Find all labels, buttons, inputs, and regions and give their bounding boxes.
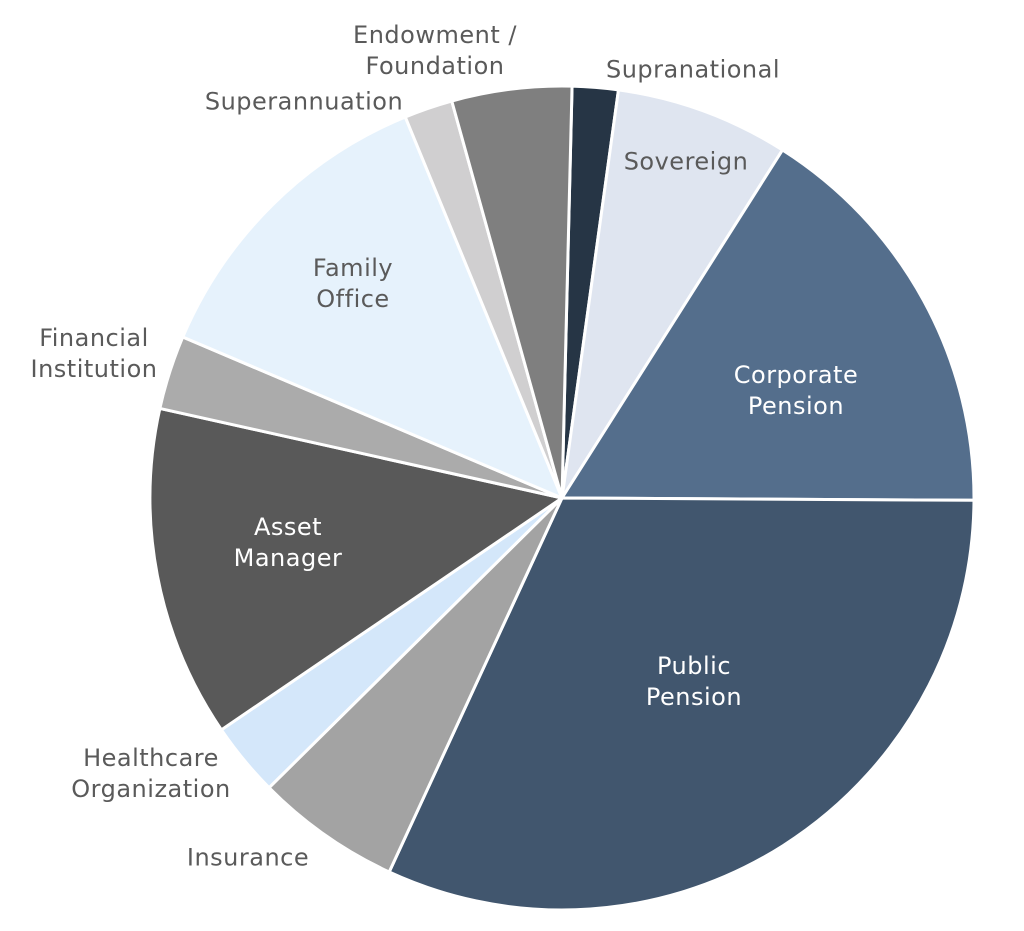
- pie-slice: [267, 496, 564, 874]
- slice-label: Family Office: [312, 254, 394, 313]
- pie-slice: [560, 148, 976, 502]
- pie-slice: [450, 84, 574, 500]
- pie-slice: [148, 406, 564, 732]
- slice-label: Corporate Pension: [733, 361, 859, 420]
- pie-slice: [387, 496, 976, 912]
- slice-label: Supranational: [605, 55, 781, 84]
- slice-label: Asset Manager: [233, 513, 343, 572]
- slice-label: Public Pension: [645, 652, 743, 711]
- slice-label: Superannuation: [204, 87, 404, 116]
- slice-label: Financial Institution: [30, 324, 158, 383]
- pie-slice: [560, 88, 785, 500]
- slice-label: Healthcare Organization: [71, 744, 231, 803]
- slice-label: Insurance: [186, 843, 310, 872]
- pie-slice: [181, 115, 564, 500]
- slice-label: Sovereign: [623, 147, 749, 176]
- slice-label: Endowment / Foundation: [353, 21, 517, 80]
